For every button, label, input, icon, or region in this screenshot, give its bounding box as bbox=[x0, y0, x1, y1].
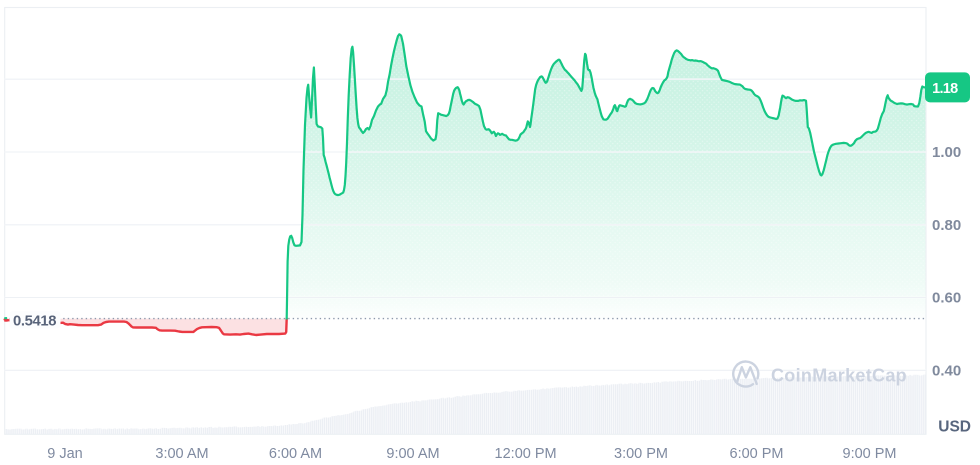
svg-text:CoinMarketCap: CoinMarketCap bbox=[771, 366, 907, 386]
svg-text:0.5418: 0.5418 bbox=[13, 314, 56, 330]
svg-text:0.60: 0.60 bbox=[932, 290, 961, 307]
svg-text:0.80: 0.80 bbox=[932, 217, 961, 234]
svg-text:6:00 AM: 6:00 AM bbox=[269, 446, 322, 462]
svg-text:3:00 AM: 3:00 AM bbox=[155, 446, 208, 462]
svg-text:9:00 PM: 9:00 PM bbox=[843, 446, 897, 462]
svg-text:12:00 PM: 12:00 PM bbox=[495, 446, 557, 462]
svg-text:9 Jan: 9 Jan bbox=[47, 446, 82, 462]
svg-text:0.40: 0.40 bbox=[932, 363, 961, 380]
svg-text:1.18: 1.18 bbox=[932, 81, 958, 97]
svg-text:6:00 PM: 6:00 PM bbox=[730, 446, 784, 462]
svg-text:3:00 PM: 3:00 PM bbox=[614, 446, 668, 462]
svg-text:1.00: 1.00 bbox=[932, 144, 961, 161]
svg-text:USD: USD bbox=[938, 419, 971, 436]
svg-text:9:00 AM: 9:00 AM bbox=[386, 446, 439, 462]
